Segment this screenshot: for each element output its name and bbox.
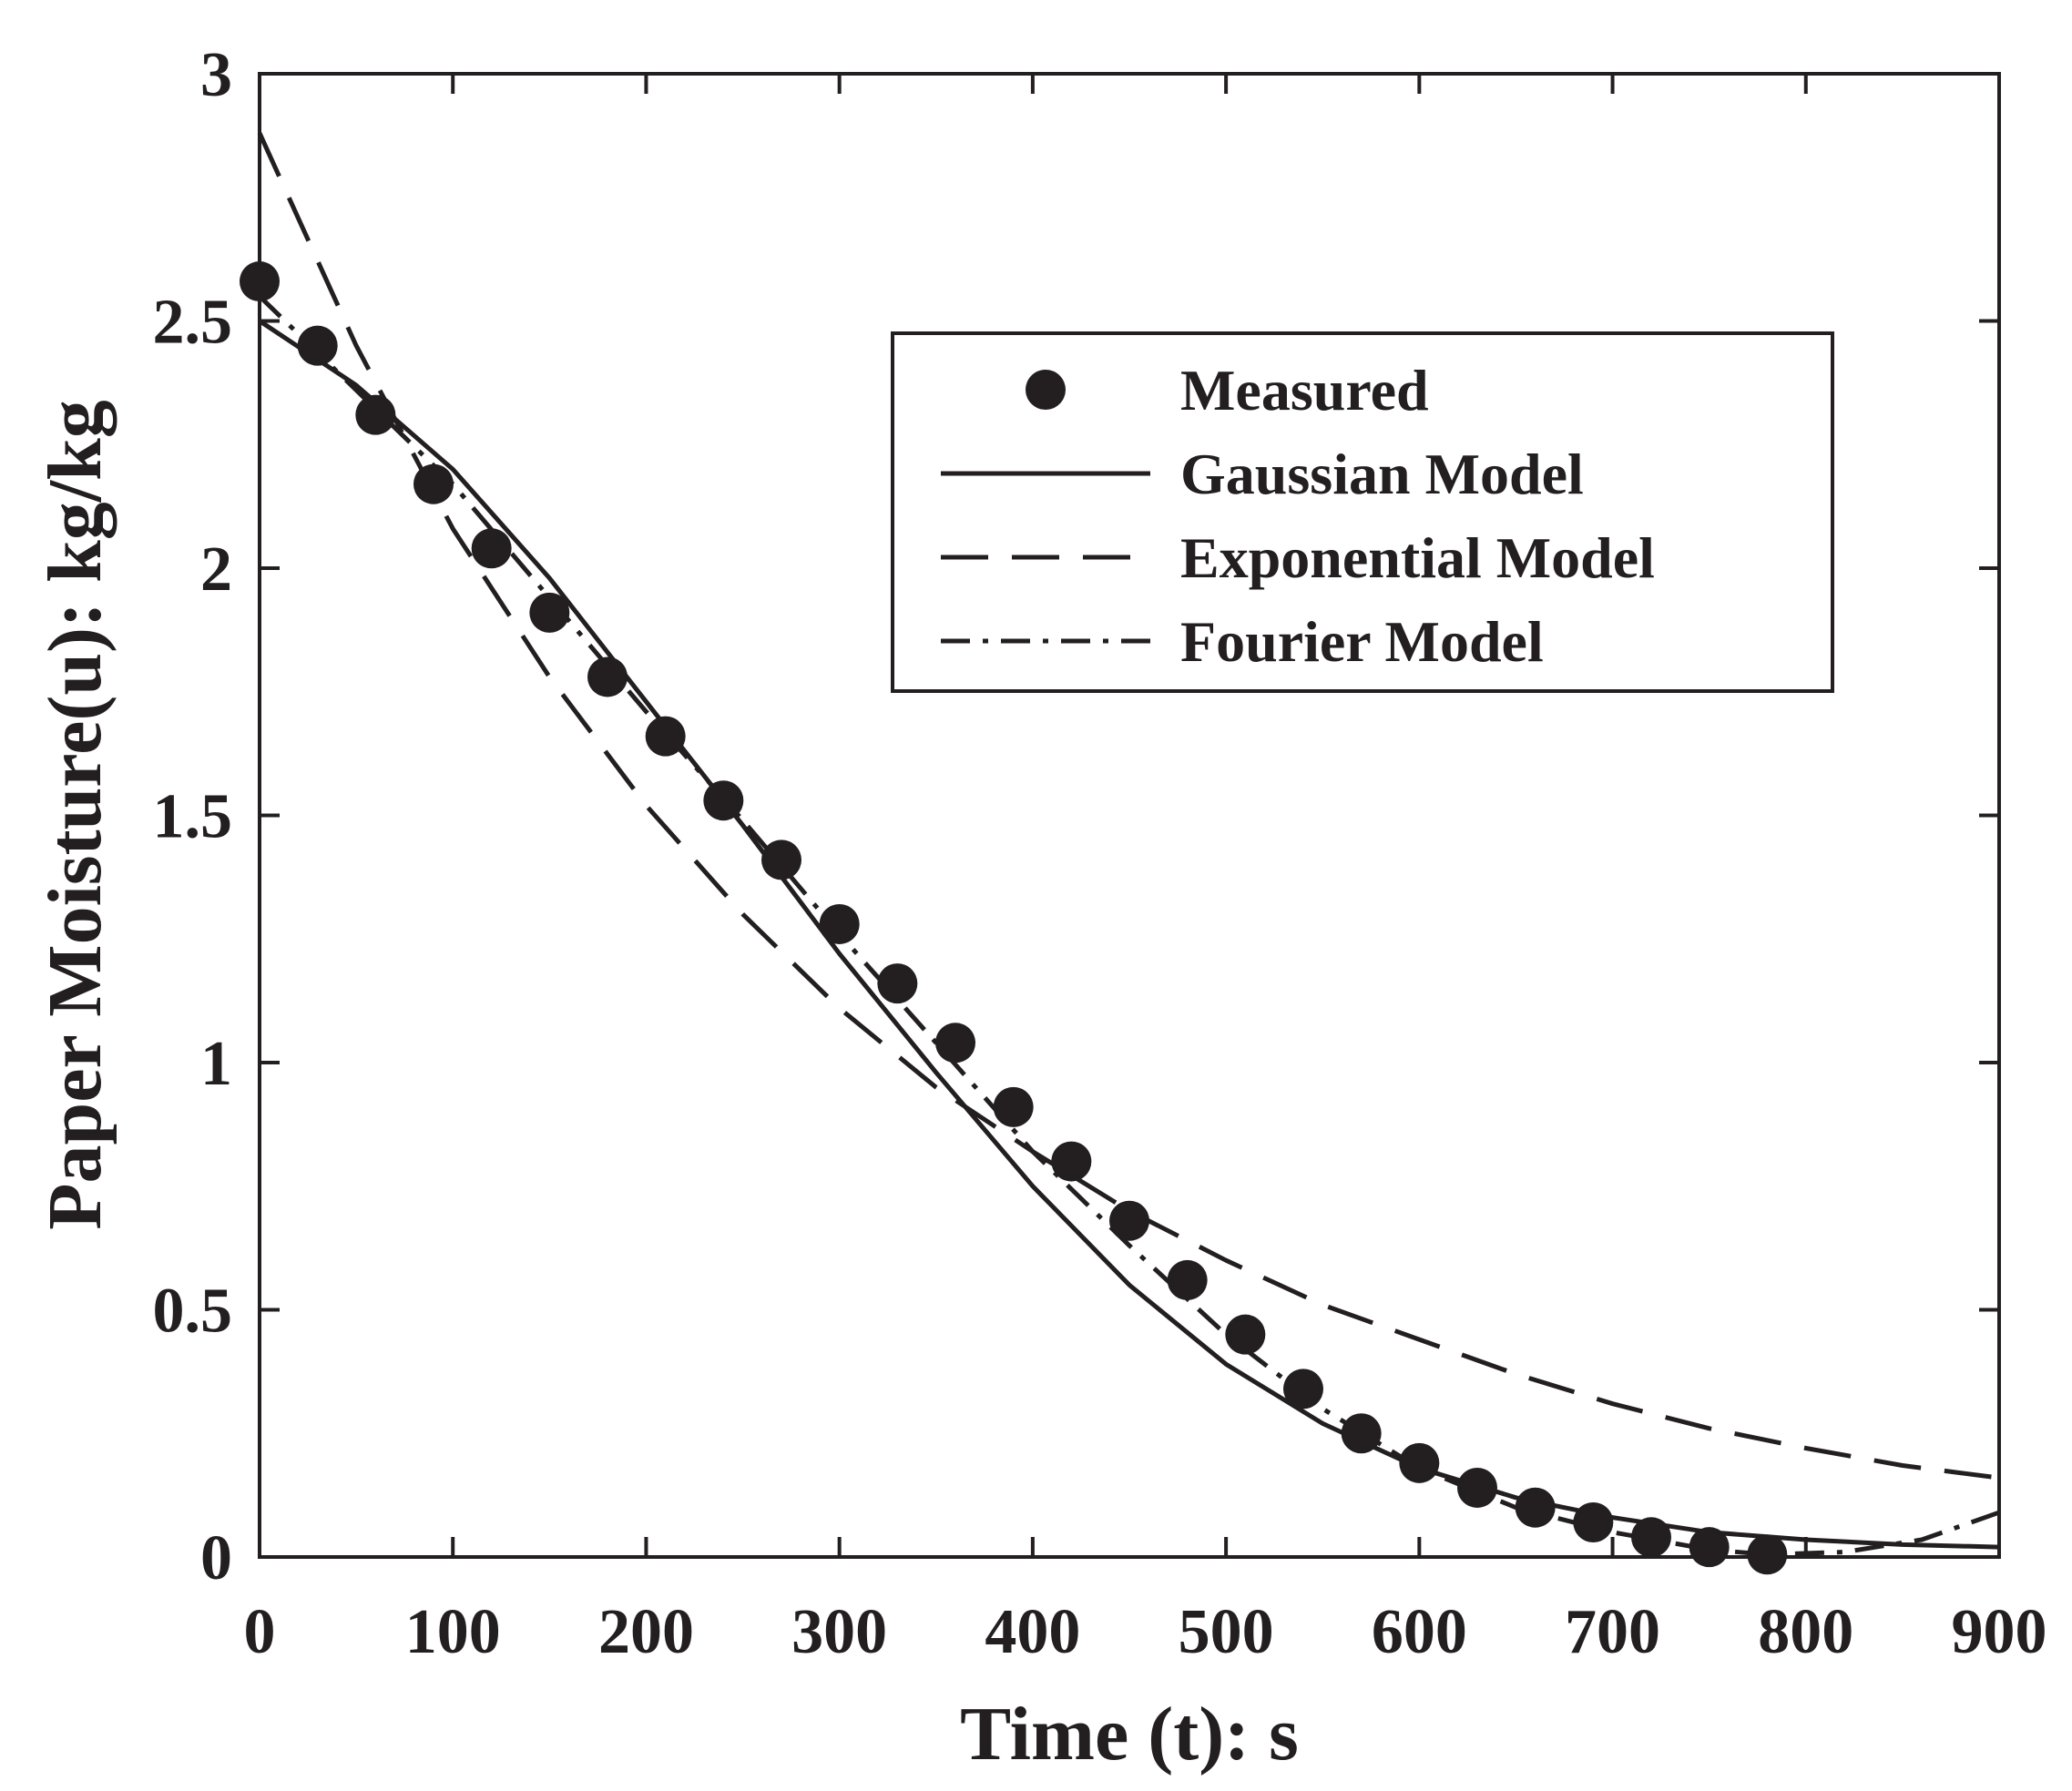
measured-point xyxy=(1689,1527,1730,1568)
measured-point xyxy=(819,903,860,944)
measured-point xyxy=(413,463,454,504)
measured-point xyxy=(1167,1259,1208,1300)
measured-point xyxy=(935,1023,975,1063)
legend-label-exponential: Exponential Model xyxy=(1180,525,1655,590)
measured-point xyxy=(1631,1517,1671,1558)
measured-point xyxy=(1051,1141,1092,1182)
measured-point xyxy=(1399,1442,1440,1483)
legend-label-fourier: Fourier Model xyxy=(1180,609,1544,674)
measured-point xyxy=(877,963,918,1004)
x-tick-label: 700 xyxy=(1565,1597,1660,1667)
x-tick-label: 200 xyxy=(598,1597,694,1667)
measured-point xyxy=(1225,1314,1266,1355)
y-axis-title: Paper Moisture(u): kg/kg xyxy=(33,400,117,1230)
legend-label-measured: Measured xyxy=(1180,358,1429,422)
measured-point xyxy=(587,656,628,697)
legend-label-gaussian: Gaussian Model xyxy=(1180,442,1584,506)
y-tick-label: 2.5 xyxy=(153,288,233,358)
x-tick-label: 0 xyxy=(244,1597,276,1667)
x-tick-label: 100 xyxy=(405,1597,501,1667)
measured-point xyxy=(1283,1369,1323,1409)
y-tick-label: 0 xyxy=(200,1523,232,1593)
measured-point xyxy=(1109,1200,1149,1241)
plot-area xyxy=(240,132,2000,1575)
measured-point xyxy=(355,394,396,435)
measured-point xyxy=(645,716,686,757)
y-tick-label: 1 xyxy=(200,1029,232,1099)
measured-point xyxy=(703,780,744,821)
x-tick-label: 600 xyxy=(1372,1597,1467,1667)
y-tick-label: 3 xyxy=(200,40,232,110)
x-tick-label: 900 xyxy=(1952,1597,2047,1667)
legend: Measured Gaussian Model Exponential Mode… xyxy=(891,331,1834,693)
measured-point xyxy=(297,325,338,366)
plot-frame xyxy=(258,72,2001,1559)
measured-point xyxy=(529,592,570,633)
measured-point xyxy=(1457,1467,1497,1508)
legend-swatches xyxy=(941,370,1150,644)
y-tick-label: 0.5 xyxy=(153,1277,233,1347)
axis-ticks: 0 100 200 300 400 500 600 700 800 900 0 0.5 1 1.5 2 2.5… xyxy=(153,40,2047,1667)
measured-point xyxy=(993,1086,1034,1127)
measured-point xyxy=(761,840,801,880)
x-tick-label: 500 xyxy=(1179,1597,1274,1667)
x-tick-label: 300 xyxy=(791,1597,887,1667)
measured-point xyxy=(1747,1534,1788,1575)
measured-point xyxy=(1341,1413,1382,1454)
x-axis-title: Time (t): s xyxy=(960,1692,1299,1776)
y-tick-label: 1.5 xyxy=(153,782,233,852)
x-tick-label: 800 xyxy=(1758,1597,1853,1667)
series-line-exponential-model xyxy=(257,132,2000,1481)
legend-swatch-measured xyxy=(1026,370,1066,410)
measured-point xyxy=(1515,1487,1556,1528)
measured-point xyxy=(1573,1501,1614,1542)
x-tick-label: 400 xyxy=(985,1597,1080,1667)
measured-point xyxy=(471,528,512,569)
y-tick-label: 2 xyxy=(200,534,232,605)
